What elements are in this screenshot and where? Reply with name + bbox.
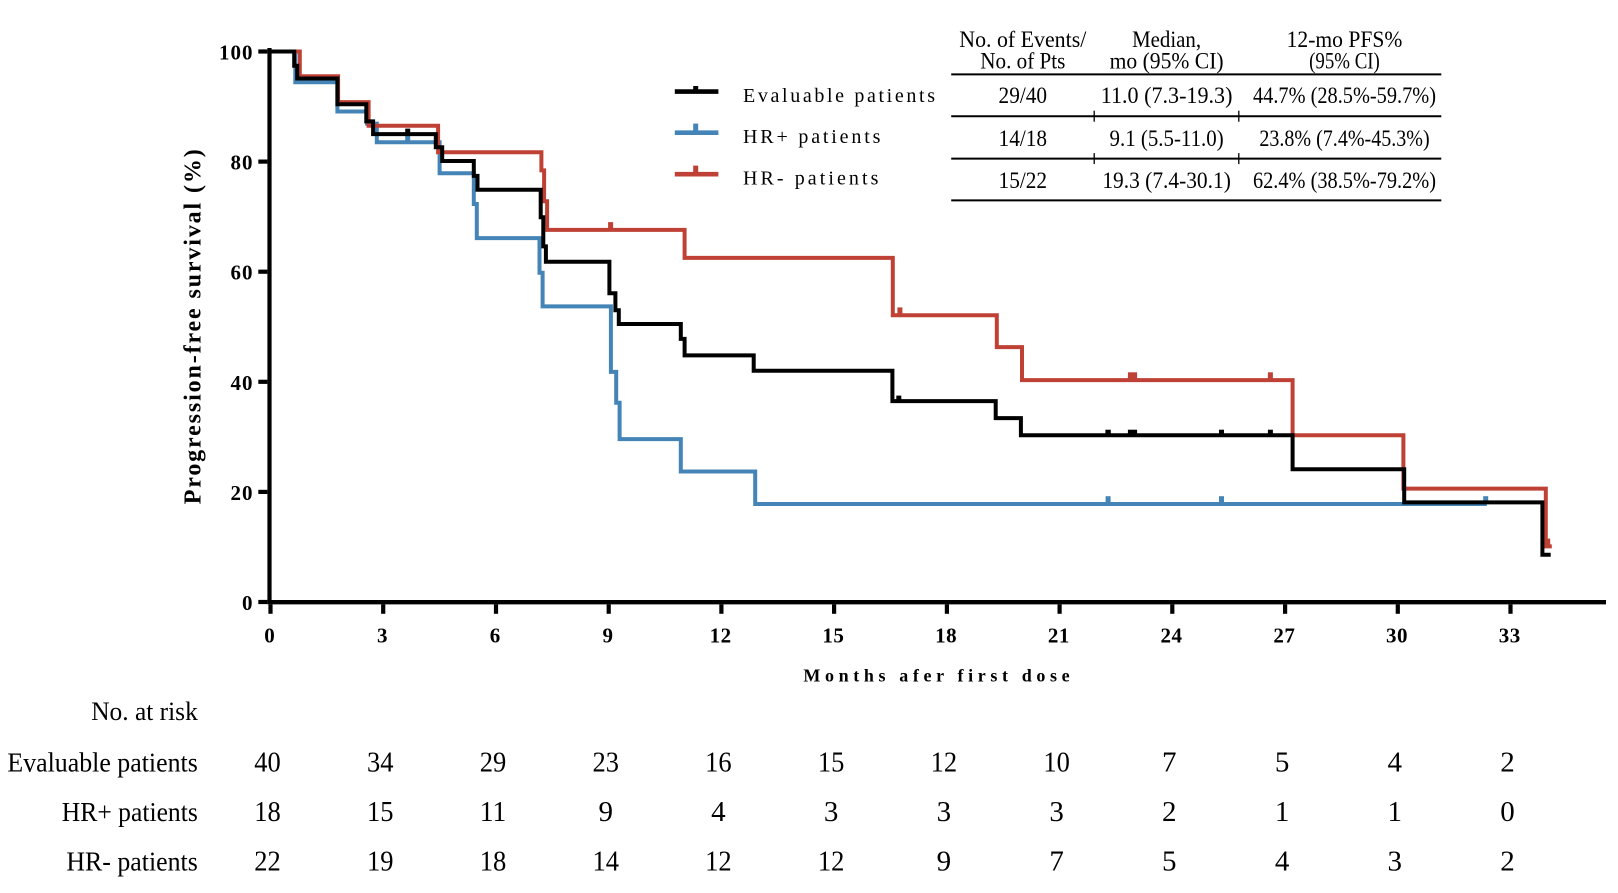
- svg-text:44.7% (28.5%-59.7%): 44.7% (28.5%-59.7%): [1253, 83, 1436, 108]
- svg-text:mo (95% CI): mo (95% CI): [1110, 49, 1224, 74]
- svg-text:22: 22: [254, 846, 281, 878]
- svg-text:15/22: 15/22: [999, 168, 1048, 193]
- svg-text:100: 100: [219, 41, 253, 65]
- svg-text:3: 3: [1388, 846, 1403, 878]
- svg-text:4: 4: [1275, 846, 1290, 878]
- svg-text:24: 24: [1161, 624, 1183, 648]
- svg-text:23: 23: [592, 747, 619, 779]
- svg-text:15: 15: [367, 796, 394, 828]
- svg-text:19: 19: [367, 846, 394, 878]
- svg-text:0: 0: [1500, 796, 1515, 828]
- svg-text:29/40: 29/40: [999, 83, 1048, 108]
- svg-text:2: 2: [1162, 796, 1177, 828]
- svg-text:3: 3: [937, 796, 952, 828]
- svg-text:29: 29: [480, 747, 507, 779]
- svg-text:5: 5: [1162, 846, 1177, 878]
- svg-text:Evaluable patients: Evaluable patients: [7, 748, 197, 778]
- svg-text:40: 40: [254, 747, 281, 779]
- svg-text:6: 6: [490, 624, 501, 648]
- svg-text:18: 18: [935, 624, 957, 648]
- svg-text:14/18: 14/18: [999, 126, 1048, 151]
- svg-text:80: 80: [231, 151, 253, 175]
- svg-text:34: 34: [367, 747, 394, 779]
- svg-text:1: 1: [1388, 796, 1403, 828]
- svg-text:9: 9: [602, 624, 613, 648]
- svg-text:0: 0: [264, 624, 275, 648]
- svg-text:5: 5: [1275, 747, 1290, 779]
- svg-text:62.4% (38.5%-79.2%): 62.4% (38.5%-79.2%): [1253, 168, 1436, 193]
- svg-text:Evaluable patients: Evaluable patients: [743, 85, 935, 107]
- svg-text:12: 12: [710, 624, 732, 648]
- svg-text:11: 11: [480, 796, 507, 828]
- svg-text:12-mo PFS%: 12-mo PFS%: [1287, 27, 1403, 52]
- svg-text:3: 3: [824, 796, 839, 828]
- svg-text:15: 15: [818, 747, 845, 779]
- svg-text:HR+ patients: HR+ patients: [743, 126, 881, 148]
- svg-text:3: 3: [1049, 796, 1064, 828]
- svg-text:11.0 (7.3-19.3): 11.0 (7.3-19.3): [1101, 83, 1233, 108]
- svg-text:1: 1: [1275, 796, 1290, 828]
- svg-text:No. of Events/: No. of Events/: [959, 27, 1087, 52]
- svg-text:18: 18: [480, 846, 507, 878]
- svg-text:Progression-free survival (%): Progression-free survival (%): [181, 149, 207, 504]
- svg-text:23.8% (7.4%-45.3%): 23.8% (7.4%-45.3%): [1259, 126, 1429, 151]
- svg-text:19.3 (7.4-30.1): 19.3 (7.4-30.1): [1102, 168, 1231, 193]
- svg-text:16: 16: [705, 747, 732, 779]
- svg-text:No. at risk: No. at risk: [91, 697, 198, 726]
- svg-text:14: 14: [592, 846, 619, 878]
- svg-text:12: 12: [705, 846, 732, 878]
- svg-text:3: 3: [377, 624, 388, 648]
- svg-text:(95% CI): (95% CI): [1309, 49, 1380, 74]
- svg-text:27: 27: [1273, 624, 1295, 648]
- svg-text:9.1 (5.5-11.0): 9.1 (5.5-11.0): [1110, 126, 1224, 151]
- svg-text:4: 4: [711, 796, 726, 828]
- svg-text:2: 2: [1500, 846, 1515, 878]
- svg-text:7: 7: [1049, 846, 1064, 878]
- svg-text:20: 20: [231, 481, 253, 505]
- svg-text:21: 21: [1048, 624, 1070, 648]
- svg-text:12: 12: [818, 846, 845, 878]
- svg-text:HR+ patients: HR+ patients: [62, 797, 198, 827]
- svg-text:18: 18: [254, 796, 281, 828]
- svg-text:0: 0: [242, 591, 253, 615]
- svg-text:Months afer first dose: Months afer first dose: [803, 666, 1069, 686]
- svg-text:15: 15: [822, 624, 844, 648]
- svg-text:Median,: Median,: [1132, 27, 1201, 52]
- svg-text:30: 30: [1386, 624, 1408, 648]
- svg-text:9: 9: [598, 796, 613, 828]
- svg-text:12: 12: [931, 747, 958, 779]
- svg-text:7: 7: [1162, 747, 1177, 779]
- svg-text:No. of Pts: No. of Pts: [980, 49, 1065, 74]
- svg-text:HR- patients: HR- patients: [743, 168, 879, 190]
- svg-text:9: 9: [937, 846, 952, 878]
- svg-text:2: 2: [1500, 747, 1515, 779]
- svg-text:60: 60: [231, 261, 253, 285]
- svg-text:40: 40: [231, 371, 253, 395]
- svg-text:4: 4: [1388, 747, 1403, 779]
- svg-text:HR- patients: HR- patients: [66, 847, 197, 877]
- svg-text:33: 33: [1499, 624, 1521, 648]
- svg-text:10: 10: [1043, 747, 1070, 779]
